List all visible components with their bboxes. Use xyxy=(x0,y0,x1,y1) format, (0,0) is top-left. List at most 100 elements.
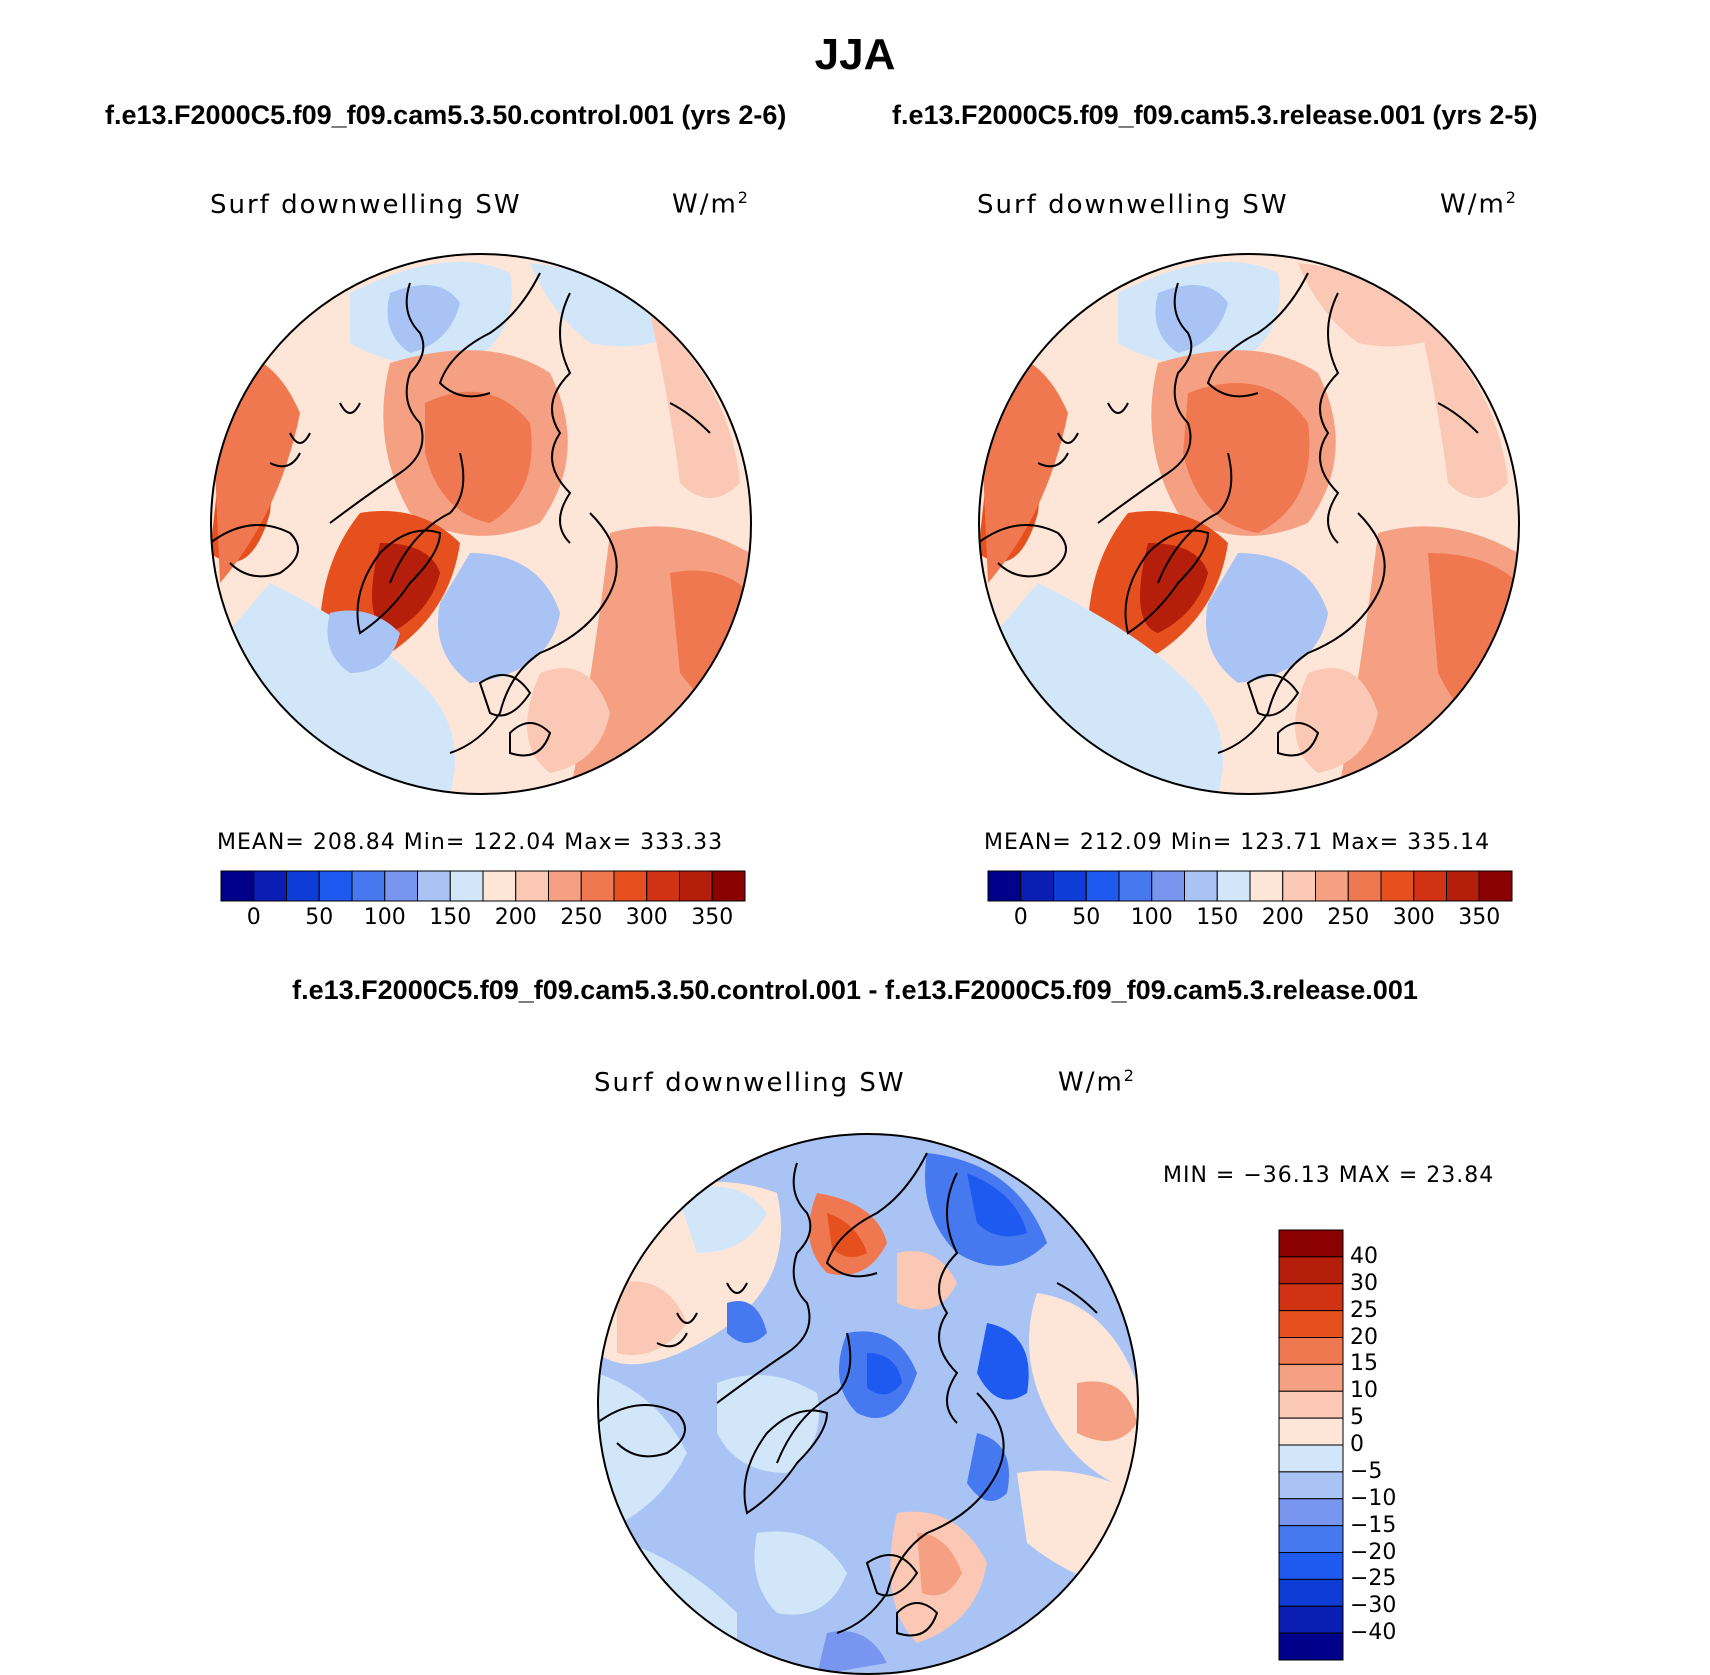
colorbar-tick-label: 250 xyxy=(560,905,603,930)
colorbar-tick-label: 50 xyxy=(1072,905,1101,930)
colorbar-tick-label: 350 xyxy=(691,905,734,930)
colorbar-swatch xyxy=(711,870,746,902)
polar-map-right xyxy=(978,253,1520,795)
colorbar-swatch xyxy=(1278,1337,1344,1365)
colorbar-swatch xyxy=(1278,1471,1344,1500)
colorbar-swatch xyxy=(515,870,549,902)
colorbar-swatch xyxy=(1278,1256,1344,1285)
colorbar-tick-label: 150 xyxy=(1196,905,1239,930)
figure-title: JJA xyxy=(814,30,896,79)
colorbar-swatch xyxy=(613,870,648,902)
colorbar-left xyxy=(220,870,746,902)
colorbar-tick-label: 15 xyxy=(1350,1351,1378,1377)
colorbar-tick-label: 40 xyxy=(1350,1243,1378,1269)
case-title-right: f.e13.F2000C5.f09_f09.cam5.3.release.001… xyxy=(892,100,1538,130)
colorbar-swatch xyxy=(1282,870,1316,902)
colorbar-swatch xyxy=(548,870,582,902)
colorbar-tick-label: 30 xyxy=(1350,1270,1378,1296)
colorbar-labels-diff: 40 30 25 20 15 10 5 0 −5 −10 −15 −20 −25 −30 −40 xyxy=(1350,1230,1470,1660)
colorbar-swatch xyxy=(1278,1498,1344,1527)
colorbar-tick-label: −25 xyxy=(1350,1566,1397,1592)
colorbar-tick-label: 100 xyxy=(1130,905,1173,930)
colorbar-swatch xyxy=(1380,870,1415,902)
variable-label-right: Surf downwelling SW xyxy=(977,190,1289,220)
units-label-diff: W/m2 xyxy=(1058,1066,1136,1098)
colorbar-swatch xyxy=(1278,1310,1344,1339)
colorbar-swatch xyxy=(1446,870,1480,902)
colorbar-tick-label: 250 xyxy=(1327,905,1370,930)
stats-right: MEAN= 212.09 Min= 123.71 Max= 335.14 xyxy=(984,830,1491,855)
colorbar-tick-label: −30 xyxy=(1350,1593,1397,1619)
colorbar-swatch xyxy=(1278,1578,1344,1607)
colorbar-swatch xyxy=(1315,870,1349,902)
colorbar-swatch xyxy=(1216,870,1251,902)
colorbar-swatch xyxy=(1347,870,1382,902)
colorbar-swatch xyxy=(449,870,484,902)
colorbar-swatch xyxy=(580,870,615,902)
colorbar-swatch xyxy=(220,870,255,902)
colorbar-swatch xyxy=(1151,870,1185,902)
colorbar-diff xyxy=(1278,1229,1344,1661)
colorbar-tick-label: 300 xyxy=(625,905,668,930)
colorbar-swatch xyxy=(1020,870,1054,902)
colorbar-swatch xyxy=(351,870,386,902)
colorbar-swatch xyxy=(1118,870,1153,902)
colorbar-tick-label: −20 xyxy=(1350,1539,1397,1565)
colorbar-swatch xyxy=(1413,870,1447,902)
colorbar-swatch xyxy=(1478,870,1513,902)
colorbar-swatch xyxy=(1278,1552,1344,1580)
colorbar-tick-label: 0 xyxy=(1013,905,1028,930)
colorbar-tick-label: 50 xyxy=(305,905,334,930)
colorbar-swatch xyxy=(1278,1525,1344,1554)
colorbar-tick-label: −10 xyxy=(1350,1485,1397,1511)
units-label-left: W/m2 xyxy=(672,188,750,220)
colorbar-tick-label: 150 xyxy=(429,905,472,930)
colorbar-tick-label: −40 xyxy=(1350,1620,1397,1646)
colorbar-tick-label: −15 xyxy=(1350,1512,1397,1538)
variable-label-left: Surf downwelling SW xyxy=(210,190,522,220)
colorbar-right xyxy=(987,870,1513,902)
difference-title: f.e13.F2000C5.f09_f09.cam5.3.50.control.… xyxy=(292,975,1418,1005)
colorbar-swatch xyxy=(679,870,713,902)
colorbar-swatch xyxy=(286,870,320,902)
colorbar-labels-right: 0 50 100 150 200 250 300 350 xyxy=(988,905,1512,935)
colorbar-swatch xyxy=(1278,1390,1344,1419)
colorbar-swatch xyxy=(1278,1605,1344,1634)
colorbar-tick-label: 0 xyxy=(246,905,261,930)
stats-left: MEAN= 208.84 Min= 122.04 Max= 333.33 xyxy=(217,830,724,855)
case-title-left: f.e13.F2000C5.f09_f09.cam5.3.50.control.… xyxy=(105,100,787,130)
colorbar-tick-label: 350 xyxy=(1458,905,1501,930)
variable-label-diff: Surf downwelling SW xyxy=(594,1068,906,1098)
colorbar-swatch xyxy=(1053,870,1087,902)
colorbar-tick-label: 20 xyxy=(1350,1324,1378,1350)
colorbar-tick-label: 0 xyxy=(1350,1432,1364,1457)
colorbar-labels-left: 0 50 100 150 200 250 300 350 xyxy=(221,905,745,935)
colorbar-tick-label: 10 xyxy=(1350,1378,1378,1404)
colorbar-swatch xyxy=(1184,870,1218,902)
polar-map-left xyxy=(210,253,752,795)
colorbar-tick-label: −5 xyxy=(1350,1458,1383,1484)
colorbar-swatch xyxy=(987,870,1022,902)
colorbar-swatch xyxy=(1278,1632,1344,1661)
colorbar-tick-label: 300 xyxy=(1392,905,1435,930)
colorbar-tick-label: 25 xyxy=(1350,1297,1378,1323)
colorbar-tick-label: 5 xyxy=(1350,1405,1364,1431)
units-label-right: W/m2 xyxy=(1440,188,1518,220)
colorbar-swatch xyxy=(1278,1363,1344,1392)
colorbar-swatch xyxy=(482,870,517,902)
polar-map-diff xyxy=(597,1133,1139,1675)
colorbar-tick-label: 100 xyxy=(363,905,406,930)
colorbar-swatch xyxy=(1278,1444,1344,1473)
stats-diff: MIN = −36.13 MAX = 23.84 xyxy=(1163,1163,1495,1188)
colorbar-swatch xyxy=(253,870,287,902)
colorbar-swatch xyxy=(384,870,418,902)
colorbar-swatch xyxy=(1249,870,1284,902)
colorbar-tick-label: 200 xyxy=(1261,905,1304,930)
colorbar-swatch xyxy=(1085,870,1120,902)
colorbar-swatch xyxy=(417,870,451,902)
colorbar-swatch xyxy=(1278,1417,1344,1446)
colorbar-swatch xyxy=(1278,1283,1344,1312)
colorbar-tick-label: 200 xyxy=(494,905,537,930)
colorbar-swatch xyxy=(1278,1229,1344,1258)
colorbar-swatch xyxy=(646,870,680,902)
